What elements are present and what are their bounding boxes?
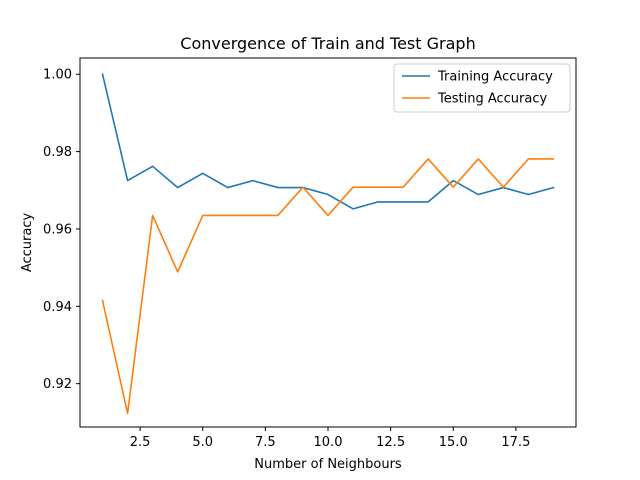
x-tick-label: 15.0 [439,435,468,450]
x-axis-label: Number of Neighbours [254,457,402,472]
x-tick-label: 2.5 [130,435,151,450]
y-axis-ticks: 0.92 0.94 0.96 0.98 1.00 [43,68,80,392]
legend-box [393,63,571,113]
x-tick-label: 10.0 [314,435,343,450]
chart-title: Convergence of Train and Test Graph [180,34,475,53]
x-tick-label: 12.5 [376,435,405,450]
y-tick-label: 0.98 [43,145,72,160]
y-tick-label: 0.92 [43,377,72,392]
y-tick-label: 0.96 [43,222,72,237]
x-tick-label: 7.5 [255,435,276,450]
series-line-testing [101,158,555,415]
series-line-training [101,73,555,210]
legend: Training Accuracy Testing Accuracy [393,63,571,113]
y-tick-label: 0.94 [43,300,72,315]
x-tick-label: 5.0 [192,435,213,450]
legend-entry-label: Testing Accuracy [437,92,547,107]
y-tick-label: 1.00 [43,68,72,83]
x-tick-label: 17.5 [501,435,530,450]
plot-area [79,57,577,428]
x-axis-ticks: 2.5 5.0 7.5 10.0 12.5 15.0 17.5 [130,427,530,450]
legend-entry-label: Training Accuracy [437,70,553,85]
axes-frame [79,57,577,428]
y-axis-label: Accuracy [20,213,35,273]
